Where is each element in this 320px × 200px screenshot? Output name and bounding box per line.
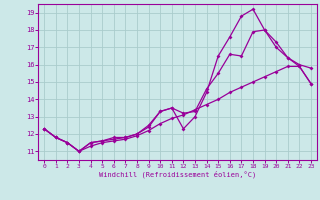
X-axis label: Windchill (Refroidissement éolien,°C): Windchill (Refroidissement éolien,°C) bbox=[99, 171, 256, 178]
